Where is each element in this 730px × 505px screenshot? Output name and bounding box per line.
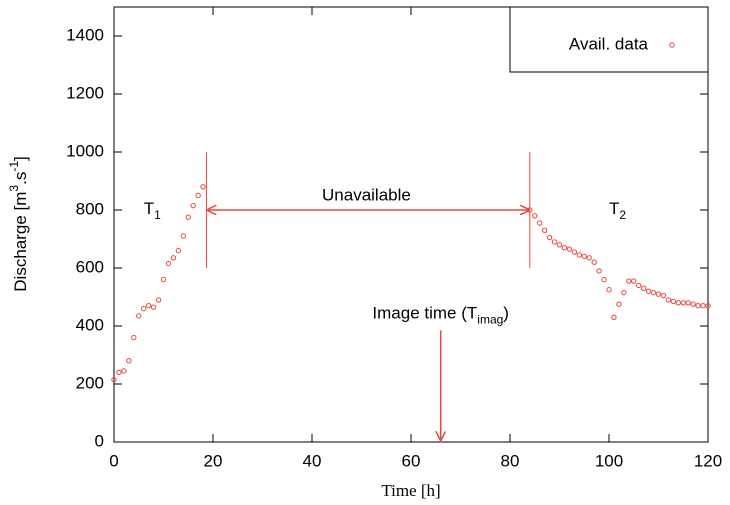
data-point — [155, 297, 162, 303]
data-point — [145, 303, 152, 309]
annotation-part: 2 — [619, 208, 626, 222]
data-point — [111, 376, 117, 383]
y-axis-label-part: ] — [11, 156, 30, 161]
data-point — [601, 276, 607, 283]
data-point — [700, 303, 706, 309]
legend-label: Avail. data — [569, 34, 649, 53]
annotation-part: T — [144, 199, 154, 218]
data-point — [596, 268, 602, 274]
data-point — [685, 300, 691, 306]
legend-marker — [669, 42, 675, 48]
x-tick-label: 120 — [694, 451, 722, 470]
data-point — [576, 252, 582, 258]
data-point — [645, 288, 652, 294]
data-point — [650, 289, 657, 296]
annotation-part: T — [609, 199, 619, 218]
data-point — [200, 184, 206, 190]
x-tick-label: 80 — [501, 451, 520, 470]
data-point — [665, 297, 672, 303]
x-tick-label: 60 — [402, 451, 421, 470]
data-point — [170, 255, 177, 261]
data-point — [150, 304, 157, 310]
y-tick-label: 800 — [76, 199, 104, 218]
data-point — [126, 358, 132, 364]
annotation-part: imag — [477, 313, 503, 327]
y-tick-label: 600 — [76, 257, 104, 276]
data-point — [541, 227, 548, 234]
y-axis-label-part: .s — [11, 172, 30, 185]
data-point — [655, 291, 662, 297]
data-point — [586, 255, 592, 261]
y-tick-label: 400 — [76, 315, 104, 334]
data-point — [670, 298, 677, 305]
x-axis-label: Time [h] — [381, 481, 440, 500]
y-tick-label: 1200 — [66, 83, 104, 102]
data-point — [675, 300, 681, 306]
data-point — [551, 239, 558, 245]
y-axis-label-part: 3 — [7, 185, 21, 192]
x-tick-label: 40 — [303, 451, 322, 470]
data-point — [190, 202, 196, 209]
data-point — [527, 207, 533, 213]
x-tick-label: 100 — [595, 451, 623, 470]
x-tick-label: 0 — [109, 451, 118, 470]
y-tick-label: 1000 — [66, 141, 104, 160]
data-point — [160, 276, 167, 283]
data-point — [532, 213, 538, 219]
data-point — [571, 249, 578, 255]
y-tick-label: 200 — [76, 373, 104, 392]
data-point — [690, 301, 696, 307]
annotation-part: 1 — [154, 208, 161, 222]
data-point — [195, 192, 201, 199]
data-point — [631, 278, 637, 284]
x-tick-label: 20 — [204, 451, 223, 470]
data-point — [175, 247, 182, 254]
annotation-part: ) — [503, 304, 509, 323]
data-point — [121, 368, 127, 374]
data-point — [680, 300, 686, 306]
y-tick-label: 1400 — [66, 25, 104, 44]
annotation-label: T1 — [144, 199, 161, 222]
data-point — [591, 259, 597, 265]
data-point — [556, 242, 563, 248]
data-point — [705, 303, 711, 309]
data-point — [136, 313, 142, 319]
data-point — [566, 246, 573, 252]
annotation-label: Image time (Timag) — [372, 304, 509, 327]
data-point — [581, 253, 587, 260]
y-tick-label: 0 — [95, 431, 104, 450]
data-point — [546, 234, 553, 241]
y-axis-label-part: -1 — [7, 161, 21, 172]
y-axis-label-part: Discharge [m — [11, 192, 30, 292]
annotation-part: Image time (T — [372, 304, 477, 323]
data-point — [621, 289, 627, 296]
data-point — [116, 369, 122, 376]
data-point — [165, 260, 172, 267]
data-point — [180, 233, 187, 239]
data-point — [611, 314, 617, 320]
data-point — [636, 282, 642, 289]
data-point — [561, 245, 568, 251]
unavailable-label: Unavailable — [322, 185, 411, 204]
legend-box — [509, 6, 709, 73]
data-point — [695, 303, 701, 309]
annotation-label: T2 — [609, 199, 626, 222]
data-point — [606, 287, 612, 293]
data-point — [626, 278, 632, 284]
y-axis-label: Discharge [m3.s-1] — [7, 156, 30, 291]
data-point — [660, 292, 667, 299]
data-point — [141, 305, 147, 312]
data-point — [537, 220, 543, 226]
data-point — [616, 301, 622, 307]
data-point — [185, 214, 191, 220]
data-point — [640, 285, 647, 291]
data-point — [131, 334, 137, 341]
